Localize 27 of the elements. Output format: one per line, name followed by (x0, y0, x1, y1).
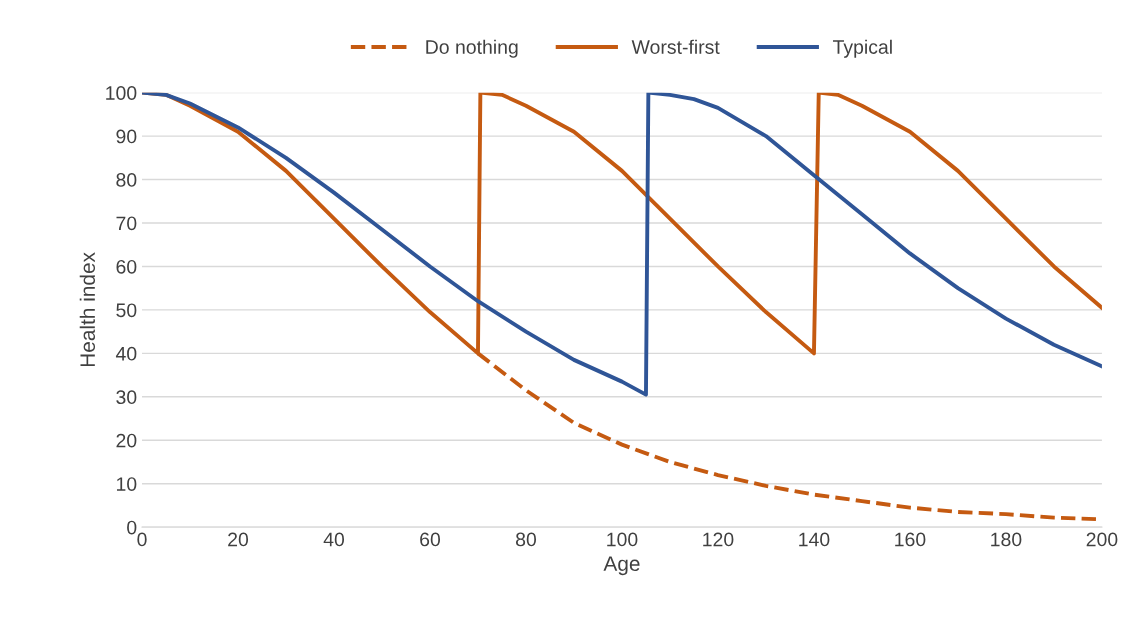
x-tick-label: 20 (228, 532, 249, 547)
x-tick-label: 180 (991, 532, 1022, 547)
y-tick-label: 90 (116, 129, 137, 144)
legend-label: Do nothing (426, 39, 518, 58)
y-tick-label: 10 (117, 477, 137, 491)
y-tick-label: 30 (116, 390, 137, 405)
x-tick-label: 160 (895, 532, 926, 547)
y-tick-label: 20 (116, 433, 137, 448)
x-tick-label: 120 (703, 532, 734, 547)
y-tick-label: 60 (116, 259, 137, 274)
x-axis-title: Age (603, 556, 640, 576)
x-tick-label: 200 (1086, 532, 1118, 547)
y-tick-label: 0 (127, 520, 137, 535)
y-tick-label: 70 (116, 216, 137, 231)
y-tick-label: 50 (116, 303, 137, 318)
x-tick-label: 140 (799, 532, 830, 547)
y-tick-label: 100 (106, 86, 137, 100)
y-tick-label: 40 (115, 346, 137, 361)
y-tick-label: 80 (116, 173, 137, 187)
x-tick-label: 60 (420, 532, 441, 547)
y-axis-title: Health index (79, 252, 96, 367)
x-tick-label: 0 (137, 532, 147, 547)
legend-label: Typical (832, 39, 892, 58)
legend-label: Worst-first (631, 39, 720, 54)
x-tick-label: 40 (323, 532, 345, 547)
x-tick-label: 100 (607, 532, 638, 547)
x-tick-label: 80 (516, 532, 537, 547)
